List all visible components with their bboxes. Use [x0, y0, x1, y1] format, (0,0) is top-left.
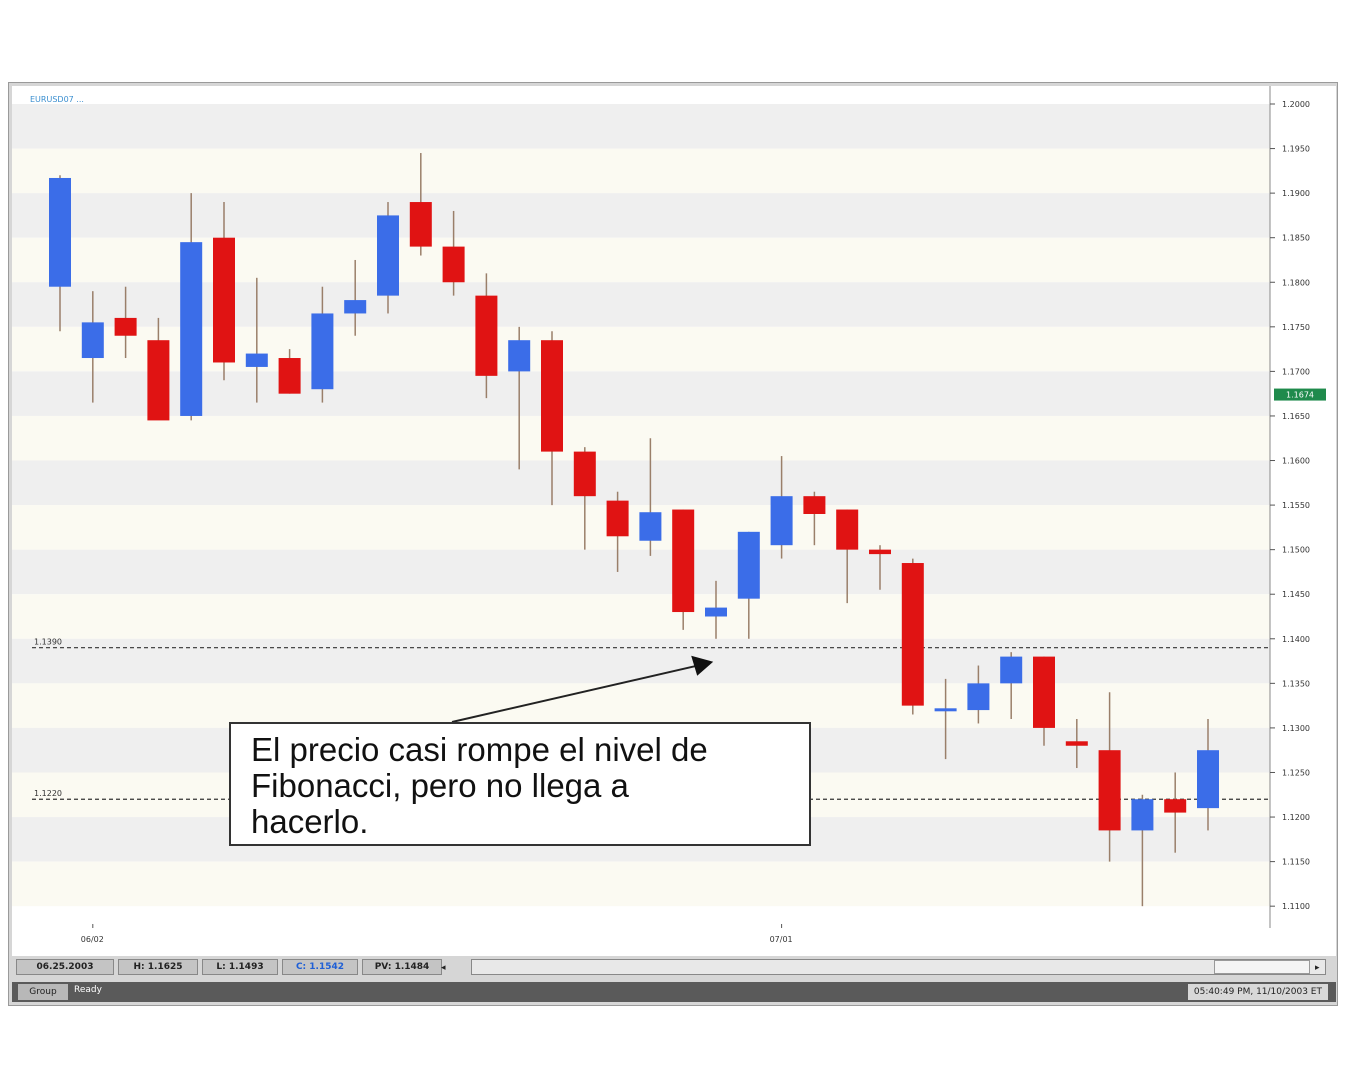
candle-bear — [409, 202, 432, 247]
y-tick-label: 1.1950 — [1282, 145, 1310, 154]
y-tick-label: 1.1350 — [1282, 679, 1310, 688]
candle-bear — [1164, 799, 1187, 813]
candle-bear — [114, 317, 137, 336]
scroll-left-icon[interactable]: ◂ — [441, 962, 446, 972]
status-close: C: 1.1542 — [282, 959, 358, 975]
candle-bull — [934, 708, 957, 712]
candle-bear — [672, 509, 695, 613]
candle-bear — [1098, 750, 1121, 831]
candle-bull — [705, 607, 727, 617]
grid-band — [12, 104, 1270, 149]
candle-bear — [573, 451, 596, 497]
status-bar: 06.25.2003 H: 1.1625 L: 1.1493 C: 1.1542… — [16, 958, 1326, 978]
y-tick-label: 1.1800 — [1282, 278, 1310, 287]
candle-bull — [49, 177, 71, 287]
callout-line: Fibonacci, pero no llega a — [251, 767, 629, 804]
current-price-tag — [1274, 388, 1326, 401]
annotation-callout: El precio casi rompe el nivel de Fibonac… — [229, 722, 811, 846]
candle-bull — [639, 512, 662, 541]
candle-bear — [606, 500, 629, 537]
y-tick-label: 1.1450 — [1282, 590, 1310, 599]
scroll-thumb[interactable] — [1214, 960, 1310, 974]
horizontal-scrollbar[interactable] — [471, 959, 1326, 975]
y-tick-label: 1.1300 — [1282, 724, 1310, 733]
y-tick-label: 1.1100 — [1282, 902, 1310, 911]
candle-bear — [1065, 741, 1088, 746]
candle-bull — [737, 531, 760, 599]
candle-bull — [377, 215, 399, 296]
fibonacci-level-label: 1.1220 — [34, 789, 62, 798]
candle-bull — [1000, 656, 1023, 684]
grid-band — [12, 371, 1270, 416]
y-tick-label: 1.1600 — [1282, 457, 1310, 466]
ready-status: Ready — [74, 985, 102, 995]
y-tick-label: 1.1500 — [1282, 546, 1310, 555]
status-high: H: 1.1625 — [118, 959, 198, 975]
y-tick-label: 1.1650 — [1282, 412, 1310, 421]
fibonacci-level-label: 1.1390 — [34, 638, 62, 647]
annotation-arrowhead-icon — [691, 655, 714, 676]
grid-band — [12, 594, 1270, 639]
candle-bear — [1033, 656, 1055, 728]
candle-bull — [180, 242, 203, 416]
y-tick-label: 1.1850 — [1282, 234, 1310, 243]
candle-bull — [1131, 799, 1154, 831]
candle-bull — [1197, 750, 1219, 809]
status-date: 06.25.2003 — [16, 959, 114, 975]
candle-bear — [147, 340, 170, 421]
bottom-bar: Group Ready 05:40:49 PM, 11/10/2003 ET — [12, 982, 1336, 1002]
grid-band — [12, 415, 1270, 461]
candle-bull — [311, 313, 334, 390]
y-tick-label: 1.1150 — [1282, 858, 1310, 867]
y-tick-label: 1.1900 — [1282, 189, 1310, 198]
candle-bear — [901, 563, 924, 706]
candle-bear — [541, 340, 563, 452]
candle-bull — [770, 496, 793, 546]
y-tick-label: 1.1550 — [1282, 501, 1310, 510]
current-price-label: 1.1674 — [1286, 391, 1314, 400]
candle-bear — [475, 295, 498, 376]
grid-band — [12, 549, 1270, 595]
candle-bull — [967, 683, 990, 711]
y-tick-label: 1.1250 — [1282, 768, 1310, 777]
clock-display: 05:40:49 PM, 11/10/2003 ET — [1187, 984, 1328, 1000]
y-tick-label: 1.1700 — [1282, 367, 1310, 376]
grid-band — [12, 638, 1270, 684]
x-tick-label: 07/01 — [770, 935, 793, 944]
candle-bear — [278, 358, 301, 394]
group-tab[interactable]: Group — [18, 984, 68, 1000]
x-tick-label: 06/02 — [81, 935, 104, 944]
grid-band — [12, 193, 1270, 238]
candle-bull — [508, 340, 531, 372]
grid-band — [12, 460, 1270, 506]
candle-bull — [245, 353, 268, 367]
callout-line: hacerlo. — [251, 803, 369, 840]
y-tick-label: 1.1750 — [1282, 323, 1310, 332]
y-tick-label: 1.1400 — [1282, 635, 1310, 644]
candle-bear — [213, 237, 235, 363]
candle-bear — [803, 496, 826, 514]
status-pv: PV: 1.1484 — [362, 959, 442, 975]
scroll-right-icon[interactable]: ▸ — [1315, 962, 1320, 972]
callout-line: El precio casi rompe el nivel de — [251, 731, 708, 768]
candle-bear — [869, 549, 891, 555]
candle-bull — [344, 300, 367, 314]
symbol-label: EURUSD07 ... — [30, 95, 84, 104]
status-low: L: 1.1493 — [202, 959, 278, 975]
y-tick-label: 1.1200 — [1282, 813, 1310, 822]
grid-band — [12, 683, 1270, 728]
candle-bull — [81, 322, 104, 359]
annotation-arrow-line — [451, 664, 698, 723]
grid-band — [12, 148, 1270, 194]
candle-bear — [442, 246, 465, 283]
y-tick-label: 1.2000 — [1282, 100, 1310, 109]
candlestick-chart[interactable]: 1.1390 1.1220 1.2000 1.1950 1.1900 1.1850 1.1… — [12, 86, 1336, 956]
grid-band — [12, 861, 1270, 907]
candle-bear — [836, 509, 859, 550]
